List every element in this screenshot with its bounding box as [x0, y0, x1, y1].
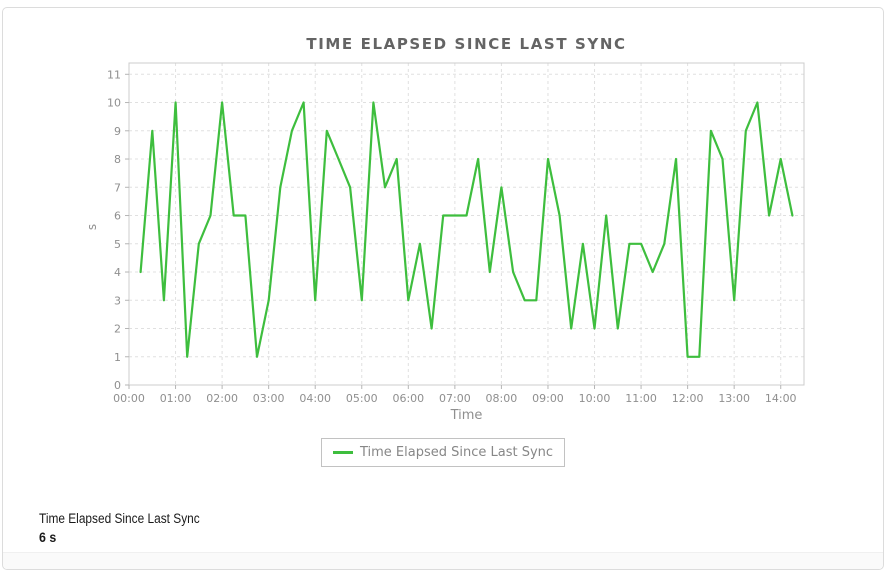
- metric-summary: Time Elapsed Since Last Sync 6 s: [39, 511, 222, 545]
- y-tick-label: 5: [114, 238, 121, 251]
- y-tick-label: 2: [114, 323, 121, 336]
- y-axis-title: s: [85, 223, 99, 231]
- x-tick-label: 11:00: [625, 392, 657, 405]
- x-axis-title: Time: [450, 408, 483, 423]
- plot-svg[interactable]: 00:00 01:00 02:00 03:00 04:00 05:00 06:00 07:00…: [3, 8, 886, 430]
- widget-card: TIME ELAPSED SINCE LAST SYNC 00:00 01:00 0…: [2, 7, 884, 570]
- x-tick-label: 03:00: [253, 392, 285, 405]
- legend-label: Time Elapsed Since Last Sync: [359, 445, 554, 460]
- x-tick-label: 00:00: [113, 392, 145, 405]
- y-tick-label: 7: [114, 181, 121, 194]
- x-tick-label: 10:00: [579, 392, 611, 405]
- y-tick-label: 11: [107, 68, 121, 81]
- chart-title: TIME ELAPSED SINCE LAST SYNC: [306, 35, 627, 53]
- x-tick-label: 09:00: [532, 392, 564, 405]
- y-tick-label: 1: [114, 351, 121, 364]
- x-tick-label: 06:00: [392, 392, 424, 405]
- legend-item[interactable]: Time Elapsed Since Last Sync: [320, 438, 566, 467]
- metric-value: 6 s: [39, 530, 57, 545]
- x-tick-label: 12:00: [672, 392, 704, 405]
- x-tick-label: 05:00: [346, 392, 378, 405]
- y-tick-label: 6: [114, 210, 121, 223]
- legend-line-swatch-icon: [332, 451, 353, 454]
- plot-border: [128, 62, 805, 386]
- series-line[interactable]: [139, 101, 794, 358]
- x-tick-label: 13:00: [718, 392, 750, 405]
- y-tick-label: 10: [107, 97, 121, 110]
- y-tick-label: 8: [114, 153, 121, 166]
- y-tick-label: 0: [114, 379, 121, 392]
- y-tick-label: 9: [114, 125, 121, 138]
- x-tick-label: 14:00: [765, 392, 797, 405]
- footer-strip: [3, 552, 883, 569]
- y-tick-label: 4: [114, 266, 121, 279]
- x-tick-label: 07:00: [439, 392, 471, 405]
- legend-row: Time Elapsed Since Last Sync: [3, 438, 883, 467]
- metric-label: Time Elapsed Since Last Sync: [39, 511, 200, 526]
- x-tick-label: 04:00: [299, 392, 331, 405]
- x-tick-label: 01:00: [160, 392, 192, 405]
- x-tick-label: 08:00: [486, 392, 518, 405]
- y-tick-label: 3: [114, 294, 121, 307]
- x-tick-label: 02:00: [206, 392, 238, 405]
